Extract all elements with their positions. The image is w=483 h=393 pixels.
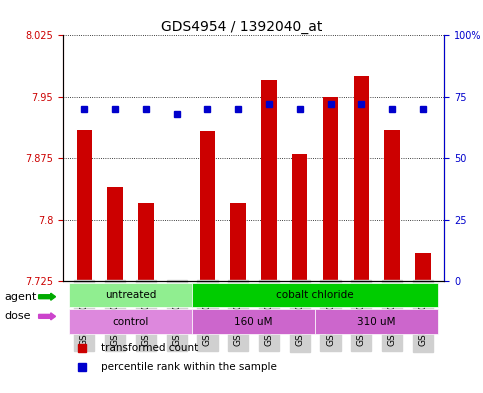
FancyBboxPatch shape xyxy=(69,309,192,334)
Text: agent: agent xyxy=(5,292,37,302)
Bar xyxy=(292,154,307,281)
Bar xyxy=(77,130,92,281)
Text: percentile rank within the sample: percentile rank within the sample xyxy=(101,362,277,372)
Bar xyxy=(415,253,430,281)
Text: 310 uM: 310 uM xyxy=(357,317,396,327)
FancyBboxPatch shape xyxy=(192,283,438,307)
Bar xyxy=(138,204,154,281)
Text: GDS4954 / 1392040_at: GDS4954 / 1392040_at xyxy=(161,20,322,34)
Text: cobalt chloride: cobalt chloride xyxy=(276,290,354,300)
Bar xyxy=(107,187,123,281)
Bar xyxy=(384,130,400,281)
Bar xyxy=(169,279,185,281)
Bar xyxy=(230,204,246,281)
Text: untreated: untreated xyxy=(105,290,156,300)
Text: dose: dose xyxy=(5,311,31,321)
Bar xyxy=(323,97,338,281)
FancyBboxPatch shape xyxy=(192,309,315,334)
FancyBboxPatch shape xyxy=(69,283,192,307)
Text: transformed count: transformed count xyxy=(101,343,198,353)
Bar xyxy=(200,131,215,281)
FancyBboxPatch shape xyxy=(315,309,438,334)
Bar xyxy=(354,76,369,281)
Text: 160 uM: 160 uM xyxy=(234,317,273,327)
Bar xyxy=(261,81,277,281)
Text: control: control xyxy=(113,317,149,327)
